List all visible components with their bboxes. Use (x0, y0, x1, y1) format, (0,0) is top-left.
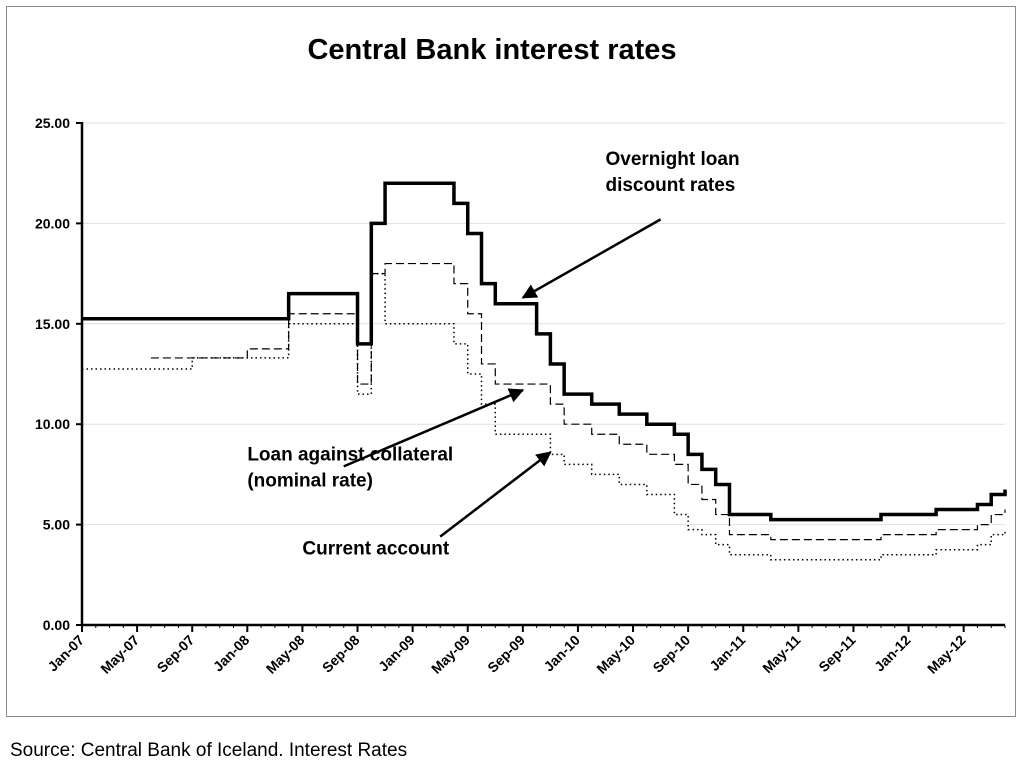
y-tick-label: 0.00 (43, 617, 70, 633)
chart-frame (6, 6, 1016, 717)
y-tick-label: 5.00 (43, 517, 70, 533)
annotation-label: discount rates (605, 175, 735, 196)
x-tick-label: Jan-08 (210, 632, 253, 675)
x-tick-label: May-08 (263, 632, 308, 677)
x-tick-label: Sep-11 (815, 632, 858, 675)
y-tick-label: 25.00 (35, 115, 70, 131)
x-tick-label: Jan-09 (375, 632, 418, 675)
annotation-arrow (521, 218, 662, 299)
source-note: Source: Central Bank of Iceland. Interes… (10, 740, 408, 761)
annotation-label: Loan against collateral (247, 444, 453, 465)
x-tick-label: May-12 (924, 632, 969, 677)
annotation-arrow (439, 451, 552, 538)
annotation-label: Current account (302, 539, 449, 560)
annotation-arrow (343, 388, 525, 468)
series-line-solid (82, 181, 1007, 522)
annotation-label: Overnight loan (605, 149, 739, 170)
x-tick-label: Sep-08 (319, 632, 363, 676)
x-tick-label: Sep-10 (649, 632, 693, 676)
x-tick-label: May-10 (593, 632, 638, 677)
series-line-dotted (82, 272, 1006, 561)
x-tick-label: Jan-12 (871, 632, 914, 675)
interest-rate-chart: Central Bank interest rates 0.00 5.00 10.00… (35, 34, 1007, 677)
x-tick-label: May-07 (97, 632, 142, 677)
annotation-label: (nominal rate) (247, 470, 373, 491)
y-tick-label: 20.00 (35, 215, 70, 231)
x-tick-label: Sep-07 (154, 632, 198, 676)
x-tick-label: Jan-10 (540, 632, 583, 675)
y-tick-label: 10.00 (35, 416, 70, 432)
x-tick-label: Sep-09 (484, 632, 528, 676)
x-tick-label: Jan-07 (44, 632, 87, 675)
series-line-dashed (150, 262, 1006, 541)
x-tick-label: May-11 (759, 632, 803, 676)
chart-title: Central Bank interest rates (307, 34, 676, 66)
x-tick-label: May-09 (428, 632, 473, 677)
x-tick-label: Jan-11 (706, 632, 748, 674)
y-tick-label: 15.00 (35, 316, 70, 332)
